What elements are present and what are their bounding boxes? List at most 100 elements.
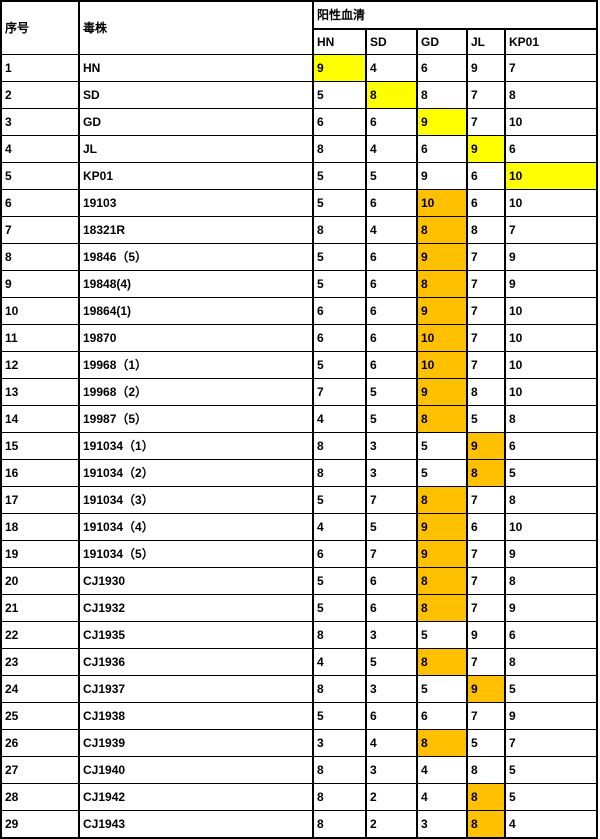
cell-titer-gd: 8 bbox=[416, 216, 468, 244]
cell-titer-hn: 9 bbox=[312, 54, 367, 82]
cell-index: 5 bbox=[0, 162, 80, 190]
cell-strain: CJ1932 bbox=[78, 594, 314, 622]
cell-index: 24 bbox=[0, 675, 80, 703]
column-header-group-positive-serum: 阳性血清 bbox=[311, 0, 599, 30]
cell-titer-kp01: 5 bbox=[503, 675, 599, 703]
cell-titer-sd: 6 bbox=[365, 351, 418, 379]
table-row: 23 CJ1936 4 5 8 7 8 bbox=[0, 648, 599, 676]
cell-titer-jl: 7 bbox=[466, 324, 506, 352]
table-body: 1 HN 9 4 6 9 7 2 SD 5 8 8 7 8 3 GD 6 6 9 7 10 4 JL 8 4 6 9 6 5 KP01 5 5… bbox=[0, 54, 599, 839]
cell-titer-sd: 4 bbox=[365, 135, 418, 163]
cell-titer-sd: 3 bbox=[365, 432, 418, 460]
cell-titer-gd: 8 bbox=[416, 405, 468, 433]
cell-titer-jl: 7 bbox=[466, 540, 506, 568]
cell-titer-jl: 7 bbox=[466, 351, 506, 379]
cell-index: 9 bbox=[0, 270, 80, 298]
cell-titer-gd: 4 bbox=[416, 783, 468, 811]
cell-titer-kp01: 10 bbox=[503, 378, 599, 406]
cell-strain: 19987（5） bbox=[78, 405, 314, 433]
table-row: 12 19968（1） 5 6 10 7 10 bbox=[0, 351, 599, 379]
cell-strain: 19864(1) bbox=[78, 297, 314, 325]
cell-titer-gd: 6 bbox=[416, 54, 468, 82]
cell-titer-jl: 7 bbox=[466, 486, 506, 514]
cell-titer-sd: 2 bbox=[365, 783, 418, 811]
table-row: 2 SD 5 8 8 7 8 bbox=[0, 81, 599, 109]
cell-titer-gd: 5 bbox=[416, 459, 468, 487]
cell-titer-kp01: 6 bbox=[503, 432, 599, 460]
cell-titer-hn: 8 bbox=[312, 756, 367, 784]
table-row: 24 CJ1937 8 3 5 9 5 bbox=[0, 675, 599, 703]
cell-titer-sd: 3 bbox=[365, 459, 418, 487]
cell-titer-kp01: 8 bbox=[503, 405, 599, 433]
cell-strain: JL bbox=[78, 135, 314, 163]
cell-titer-gd: 10 bbox=[416, 351, 468, 379]
cell-index: 12 bbox=[0, 351, 80, 379]
cell-titer-gd: 8 bbox=[416, 729, 468, 757]
cell-titer-jl: 9 bbox=[466, 675, 506, 703]
table-row: 19 191034（5） 6 7 9 7 9 bbox=[0, 540, 599, 568]
cell-titer-kp01: 10 bbox=[503, 351, 599, 379]
cell-index: 18 bbox=[0, 513, 80, 541]
cell-strain: CJ1938 bbox=[78, 702, 314, 730]
cell-titer-jl: 7 bbox=[466, 567, 506, 595]
cell-strain: CJ1937 bbox=[78, 675, 314, 703]
cell-titer-jl: 8 bbox=[466, 378, 506, 406]
table-row: 16 191034（2） 8 3 5 8 5 bbox=[0, 459, 599, 487]
cell-titer-kp01: 5 bbox=[503, 783, 599, 811]
cell-titer-gd: 8 bbox=[416, 594, 468, 622]
cell-index: 26 bbox=[0, 729, 80, 757]
cell-strain: 19870 bbox=[78, 324, 314, 352]
cell-titer-sd: 5 bbox=[365, 162, 418, 190]
cell-titer-gd: 9 bbox=[416, 243, 468, 271]
column-header-serum-gd: GD bbox=[416, 28, 468, 55]
cell-titer-hn: 8 bbox=[312, 216, 367, 244]
header-row-serum-columns: HN SD GD JL KP01 bbox=[1, 28, 599, 55]
table-row: 4 JL 8 4 6 9 6 bbox=[0, 135, 599, 163]
cell-titer-sd: 6 bbox=[365, 324, 418, 352]
cell-titer-kp01: 8 bbox=[503, 81, 599, 109]
cell-titer-gd: 6 bbox=[416, 135, 468, 163]
cell-strain: 19968（1） bbox=[78, 351, 314, 379]
cell-strain: KP01 bbox=[78, 162, 314, 190]
cell-titer-sd: 6 bbox=[365, 270, 418, 298]
cell-strain: 191034（1） bbox=[78, 432, 314, 460]
cell-titer-sd: 6 bbox=[365, 108, 418, 136]
cell-titer-gd: 6 bbox=[416, 702, 468, 730]
table-row: 9 19848(4) 5 6 8 7 9 bbox=[0, 270, 599, 298]
cell-index: 25 bbox=[0, 702, 80, 730]
cell-strain: 19848(4) bbox=[78, 270, 314, 298]
table-row: 14 19987（5） 4 5 8 5 8 bbox=[0, 405, 599, 433]
cell-titer-gd: 8 bbox=[416, 648, 468, 676]
cell-titer-kp01: 9 bbox=[503, 540, 599, 568]
cell-strain: 19103 bbox=[78, 189, 314, 217]
cell-titer-sd: 6 bbox=[365, 567, 418, 595]
cell-titer-jl: 8 bbox=[466, 459, 506, 487]
cell-index: 6 bbox=[0, 189, 80, 217]
cell-titer-hn: 4 bbox=[312, 513, 367, 541]
cell-titer-hn: 8 bbox=[312, 459, 367, 487]
cell-titer-gd: 9 bbox=[416, 378, 468, 406]
cell-titer-hn: 8 bbox=[312, 783, 367, 811]
table-row: 7 18321R 8 4 8 8 7 bbox=[0, 216, 599, 244]
cell-titer-hn: 4 bbox=[312, 405, 367, 433]
table-row: 27 CJ1940 8 3 4 8 5 bbox=[0, 756, 599, 784]
cell-titer-jl: 8 bbox=[466, 216, 506, 244]
cell-index: 15 bbox=[0, 432, 80, 460]
cell-strain: CJ1939 bbox=[78, 729, 314, 757]
cell-titer-kp01: 7 bbox=[503, 54, 599, 82]
cell-titer-sd: 6 bbox=[365, 189, 418, 217]
cell-index: 14 bbox=[0, 405, 80, 433]
cell-titer-sd: 5 bbox=[365, 378, 418, 406]
cell-titer-kp01: 10 bbox=[503, 513, 599, 541]
cell-titer-gd: 8 bbox=[416, 567, 468, 595]
cell-titer-sd: 7 bbox=[365, 486, 418, 514]
cell-index: 22 bbox=[0, 621, 80, 649]
cell-titer-gd: 5 bbox=[416, 675, 468, 703]
cell-titer-hn: 8 bbox=[312, 135, 367, 163]
cell-titer-sd: 5 bbox=[365, 648, 418, 676]
cell-titer-hn: 5 bbox=[312, 81, 367, 109]
cell-titer-hn: 5 bbox=[312, 702, 367, 730]
cell-index: 27 bbox=[0, 756, 80, 784]
cell-titer-sd: 5 bbox=[365, 405, 418, 433]
cell-titer-sd: 4 bbox=[365, 54, 418, 82]
